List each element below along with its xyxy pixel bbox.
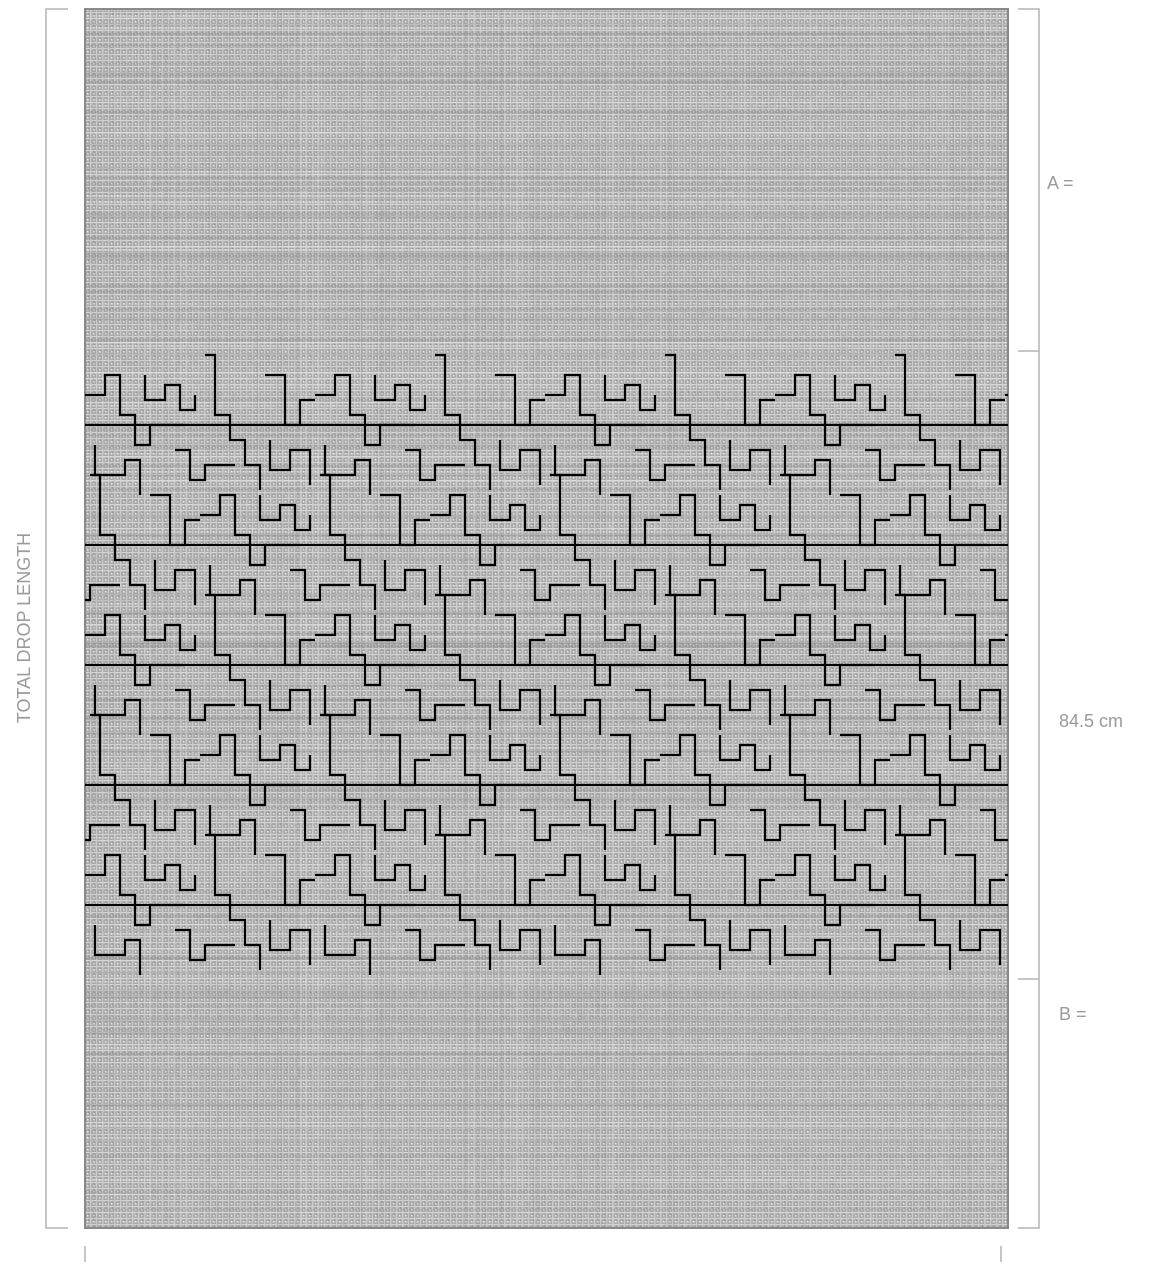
fabric-panel <box>84 8 1009 1229</box>
total-drop-length-label: TOTAL DROP LENGTH <box>14 533 34 723</box>
section-a-label: A = <box>1047 173 1074 193</box>
geometric-motif-band <box>85 353 1008 975</box>
section-b-label: B = <box>1059 1004 1087 1024</box>
width-ticks <box>84 1246 1002 1262</box>
section-dimension-bracket <box>1018 8 1040 1229</box>
pattern-height-label: 84.5 cm <box>1059 711 1123 731</box>
total-drop-bracket <box>45 8 68 1229</box>
